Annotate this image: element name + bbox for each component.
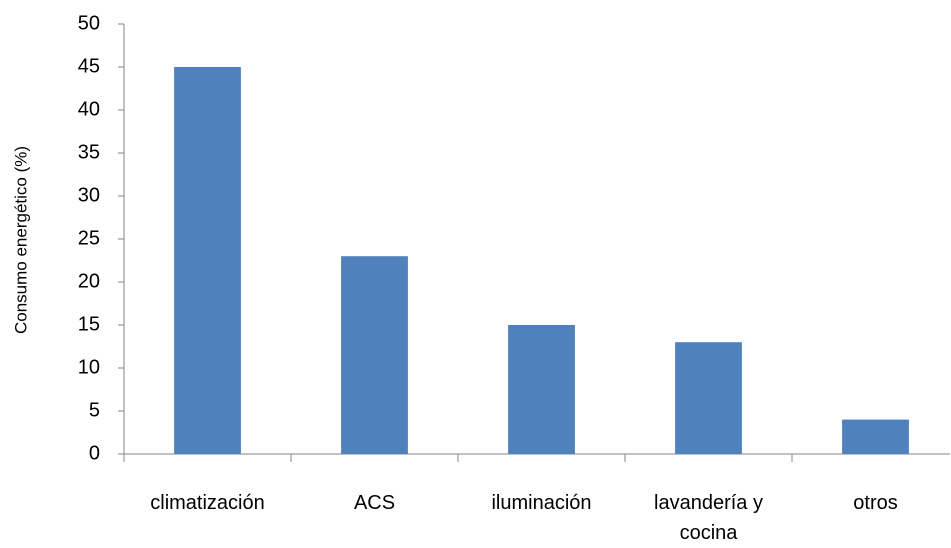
y-tick-label: 40 (78, 98, 100, 120)
x-tick-label: iluminación (491, 492, 592, 514)
y-tick-label: 5 (89, 399, 100, 421)
y-axis-title: Consumo energético (%) (11, 146, 30, 334)
y-tick-label: 35 (78, 141, 100, 163)
bar (174, 67, 241, 454)
y-tick-label: 25 (78, 227, 100, 249)
bar (675, 342, 742, 454)
y-tick-label: 50 (78, 12, 100, 34)
y-tick-label: 45 (78, 55, 100, 77)
y-tick-label: 10 (78, 356, 100, 378)
bar (508, 325, 575, 454)
bar (341, 256, 408, 454)
y-tick-label: 0 (89, 442, 100, 464)
x-tick-label: climatización (150, 492, 265, 514)
x-tick-label: lavandería y cocina (654, 492, 763, 544)
y-tick-label: 20 (78, 270, 100, 292)
y-tick-label: 30 (78, 184, 100, 206)
x-tick-label: ACS (353, 492, 396, 514)
bar (842, 419, 909, 454)
x-tick-label: otros (853, 492, 898, 514)
y-tick-label: 15 (78, 313, 100, 335)
